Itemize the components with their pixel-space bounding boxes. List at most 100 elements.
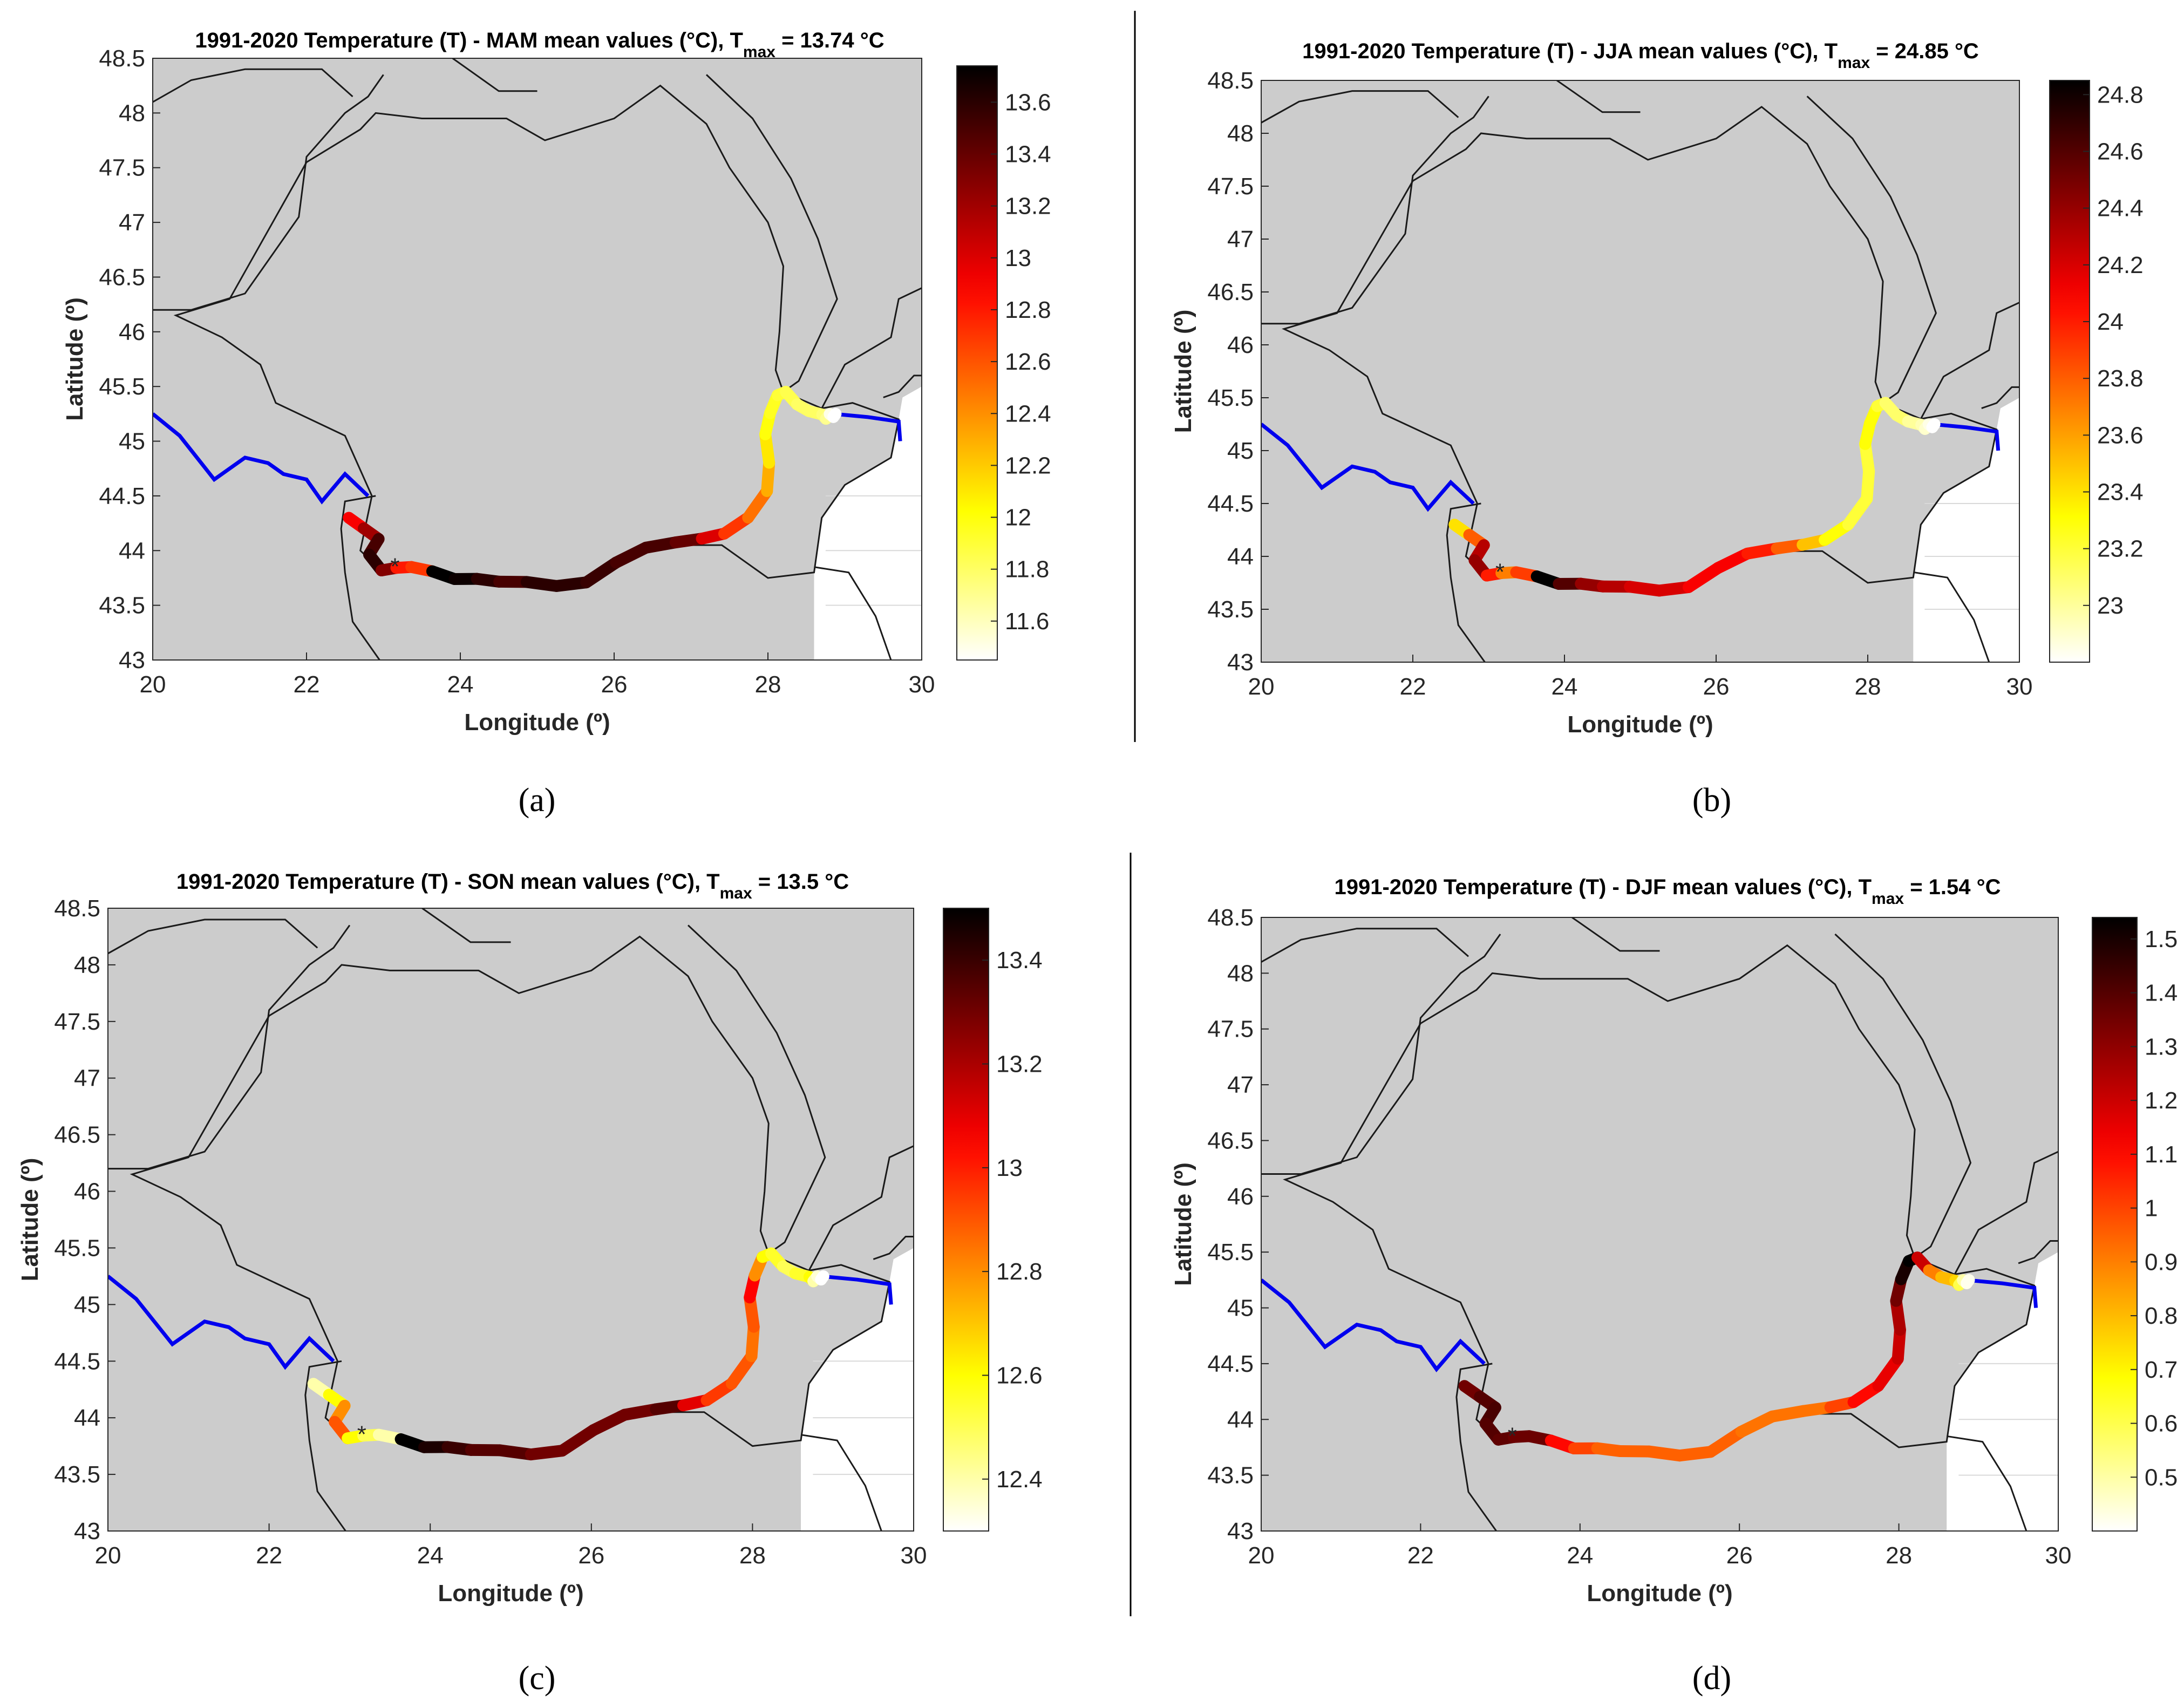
- colorbar-tick-label: 1: [2145, 1195, 2158, 1222]
- chart-panel-c: * 20 22 24 26 28 30 43 43.5 44 44.5 45 45.5 46 46.5 47 4…: [17, 870, 1043, 1697]
- country-border: [1834, 933, 1972, 1258]
- danube-upstream-line: [1261, 1278, 1486, 1372]
- x-tick-label: 30: [2006, 673, 2033, 700]
- colorbar: [956, 65, 998, 661]
- map-land: [153, 58, 922, 660]
- colorbar-tick-label: 13.6: [1005, 89, 1051, 115]
- country-border: [1954, 1151, 2058, 1275]
- country-border: [883, 375, 922, 398]
- axes-frame: [1261, 917, 2059, 1532]
- colorbar-tick-label: 13: [1005, 245, 1031, 271]
- colorbar-tick-label: 12.8: [1005, 297, 1051, 323]
- danube-temperature-point: [1961, 1274, 1975, 1289]
- x-tick-label: 26: [578, 1542, 604, 1569]
- y-tick-label: 45.5: [1207, 385, 1254, 411]
- country-border: [1261, 96, 1489, 325]
- country-border: [873, 1236, 914, 1260]
- colorbar-tick-label: 12.6: [1005, 349, 1051, 375]
- country-border: [452, 58, 538, 92]
- colorbar-tick-label: 12.6: [996, 1363, 1043, 1389]
- map-layer: *: [108, 908, 914, 1531]
- colorbar-tick-label: 24: [2097, 309, 2124, 335]
- map-layer: *: [1261, 917, 2058, 1531]
- danube-upstream-line: [108, 1275, 335, 1370]
- country-border: [1913, 571, 1990, 662]
- colorbar-tick-label: 1.3: [2145, 1033, 2178, 1060]
- y-axis-label: Latitude (º): [17, 1158, 43, 1282]
- y-tick-label: 47.5: [1207, 173, 1254, 200]
- danube-upstream-line: [1261, 423, 1475, 512]
- colorbar-tick-label: 0.8: [2145, 1303, 2178, 1329]
- country-border: [421, 908, 511, 943]
- y-axis-label: Latitude (º): [1170, 310, 1196, 433]
- y-tick-label: 43.5: [99, 593, 145, 619]
- colorbar: [2049, 80, 2090, 663]
- colorbar-tick-label: 13: [996, 1155, 1023, 1181]
- y-tick-label: 43: [1227, 649, 1254, 676]
- danube-east-line: [833, 412, 902, 441]
- country-border: [814, 566, 892, 660]
- chart-title: 1991-2020 Temperature (T) - SON mean val…: [176, 870, 849, 902]
- colorbar-tick-label: 11.8: [1005, 556, 1049, 583]
- colorbar-tick-label: 12.2: [1005, 452, 1051, 479]
- danube-east-line: [1966, 1278, 2038, 1308]
- black-sea: [1913, 398, 2019, 662]
- colorbar-tick-label: 23.4: [2097, 479, 2144, 505]
- y-tick-label: 45: [119, 428, 145, 455]
- map-layer: *: [1261, 80, 2019, 662]
- y-tick-label: 48: [119, 100, 145, 126]
- y-tick-label: 44: [1227, 1406, 1254, 1433]
- y-tick-label: 48: [1227, 960, 1254, 986]
- country-border: [1261, 90, 1459, 124]
- colorbar-tick-label: 23.2: [2097, 536, 2144, 562]
- x-tick-label: 30: [901, 1542, 927, 1569]
- colorbar: [943, 908, 989, 1532]
- axes-frame: [107, 908, 914, 1532]
- colorbar-tick-label: 24.8: [2097, 81, 2144, 108]
- x-tick-label: 20: [1248, 1542, 1275, 1569]
- y-tick-label: 48.5: [1207, 904, 1254, 931]
- y-tick-label: 43.5: [54, 1461, 100, 1488]
- danube-upstream-line: [153, 412, 370, 505]
- x-tick-label: 24: [1567, 1542, 1593, 1569]
- colorbar-tick-label: 13.2: [1005, 193, 1051, 220]
- x-tick-label: 22: [294, 671, 320, 698]
- country-border: [1806, 96, 1937, 404]
- colorbar-tick-label: 1.1: [2145, 1141, 2178, 1168]
- x-axis-label: Longitude (º): [1587, 1580, 1732, 1607]
- country-border: [153, 68, 353, 103]
- x-tick-label: 26: [1703, 673, 1730, 700]
- map-land: [108, 908, 914, 1531]
- chart-title: 1991-2020 Temperature (T) - JJA mean val…: [1302, 39, 1979, 72]
- country-border: [153, 74, 384, 311]
- colorbar-tick-label: 0.7: [2145, 1357, 2178, 1383]
- colorbar-tick-label: 12: [1005, 505, 1031, 531]
- country-border: [1920, 302, 2019, 419]
- country-border: [1455, 1363, 1497, 1531]
- chart-title: 1991-2020 Temperature (T) - MAM mean val…: [195, 29, 884, 61]
- y-tick-label: 46.5: [54, 1122, 100, 1148]
- y-tick-label: 47.5: [54, 1009, 100, 1035]
- colorbar-tick-label: 24.2: [2097, 252, 2144, 278]
- y-tick-label: 46: [119, 319, 145, 345]
- country-border: [1981, 386, 2019, 410]
- y-tick-label: 44.5: [1207, 491, 1254, 517]
- y-tick-label: 46.5: [1207, 279, 1254, 305]
- chart-panel-b: * 20 22 24 26 28 30 43 43.5 44 44.5 45 45.5 46 46.5 47 4…: [1170, 39, 2144, 819]
- black-sea: [814, 386, 922, 660]
- colorbar-tick-label: 23: [2097, 593, 2124, 619]
- colorbar-tick-label: 23.8: [2097, 365, 2144, 392]
- colorbar-tick-label: 12.4: [1005, 400, 1051, 427]
- black-sea: [801, 1248, 914, 1531]
- country-border: [340, 495, 380, 660]
- y-tick-label: 43: [74, 1518, 100, 1544]
- country-border: [821, 287, 922, 409]
- y-tick-label: 45.5: [99, 373, 145, 400]
- y-tick-label: 44: [74, 1405, 100, 1431]
- chart-title: 1991-2020 Temperature (T) - DJF mean val…: [1334, 875, 2001, 908]
- station-marker: *: [1508, 1423, 1517, 1449]
- y-tick-label: 48.5: [1207, 67, 1254, 94]
- x-tick-label: 30: [909, 671, 935, 698]
- y-tick-label: 45: [1227, 438, 1254, 464]
